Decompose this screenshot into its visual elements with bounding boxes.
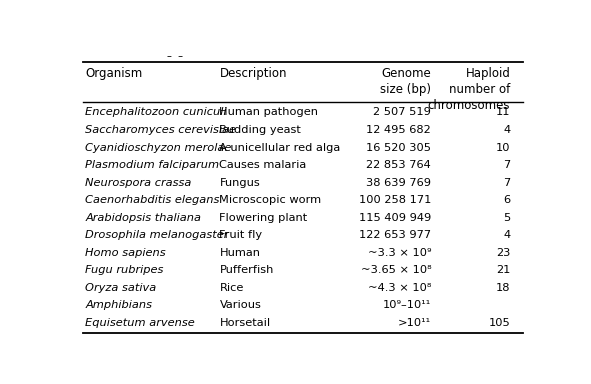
Text: Haploid
number of
chromosomes: Haploid number of chromosomes [428,67,510,112]
Text: 7: 7 [503,177,510,187]
Text: Fungus: Fungus [219,177,260,187]
Text: 122 653 977: 122 653 977 [359,230,431,240]
Text: Rice: Rice [219,283,244,293]
Text: >10¹¹: >10¹¹ [398,318,431,328]
Text: Flowering plant: Flowering plant [219,213,308,223]
Text: A unicellular red alga: A unicellular red alga [219,142,340,152]
Text: Human pathogen: Human pathogen [219,108,319,118]
Text: Encephalitozoon cuniculi: Encephalitozoon cuniculi [85,108,227,118]
Text: 2 507 519: 2 507 519 [374,108,431,118]
Text: Neurospora crassa: Neurospora crassa [85,177,191,187]
Text: Saccharomyces cerevisiae: Saccharomyces cerevisiae [85,125,236,135]
Text: 115 409 949: 115 409 949 [359,213,431,223]
Text: 6: 6 [503,195,510,205]
Text: Genome
size (bp): Genome size (bp) [380,67,431,96]
Text: ~4.3 × 10⁸: ~4.3 × 10⁸ [368,283,431,293]
Text: 23: 23 [496,248,510,258]
Text: Oryza sativa: Oryza sativa [85,283,157,293]
Text: Causes malaria: Causes malaria [219,160,307,170]
Text: ~3.65 × 10⁸: ~3.65 × 10⁸ [361,265,431,275]
Text: 12 495 682: 12 495 682 [366,125,431,135]
Text: 105: 105 [489,318,510,328]
Text: Pufferfish: Pufferfish [219,265,274,275]
Text: Budding yeast: Budding yeast [219,125,301,135]
Text: 10⁹–10¹¹: 10⁹–10¹¹ [383,300,431,310]
Text: 18: 18 [496,283,510,293]
Text: Description: Description [219,67,287,80]
Text: 21: 21 [496,265,510,275]
Text: Arabidopsis thaliana: Arabidopsis thaliana [85,213,202,223]
Text: 100 258 171: 100 258 171 [359,195,431,205]
Text: Caenorhabditis elegans: Caenorhabditis elegans [85,195,220,205]
Text: Drosophila melanogaster: Drosophila melanogaster [85,230,229,240]
Text: Amphibians: Amphibians [85,300,152,310]
Text: Plasmodium falciparum: Plasmodium falciparum [85,160,219,170]
Text: Microscopic worm: Microscopic worm [219,195,322,205]
Text: Horsetail: Horsetail [219,318,271,328]
Text: Homo sapiens: Homo sapiens [85,248,166,258]
Text: 4: 4 [503,230,510,240]
Text: Fruit fly: Fruit fly [219,230,262,240]
Text: Equisetum arvense: Equisetum arvense [85,318,195,328]
Text: Fugu rubripes: Fugu rubripes [85,265,164,275]
Text: Various: Various [219,300,261,310]
Text: 11: 11 [496,108,510,118]
Text: 4: 4 [503,125,510,135]
Text: Cyanidioschyzon merolae: Cyanidioschyzon merolae [85,142,232,152]
Text: 7: 7 [503,160,510,170]
Text: 38 639 769: 38 639 769 [366,177,431,187]
Text: ~3.3 × 10⁹: ~3.3 × 10⁹ [368,248,431,258]
Text: 5: 5 [503,213,510,223]
Text: Human: Human [219,248,261,258]
Text: –  –: – – [167,51,183,61]
Text: 16 520 305: 16 520 305 [366,142,431,152]
Text: Organism: Organism [85,67,142,80]
Text: 22 853 764: 22 853 764 [366,160,431,170]
Text: 10: 10 [496,142,510,152]
